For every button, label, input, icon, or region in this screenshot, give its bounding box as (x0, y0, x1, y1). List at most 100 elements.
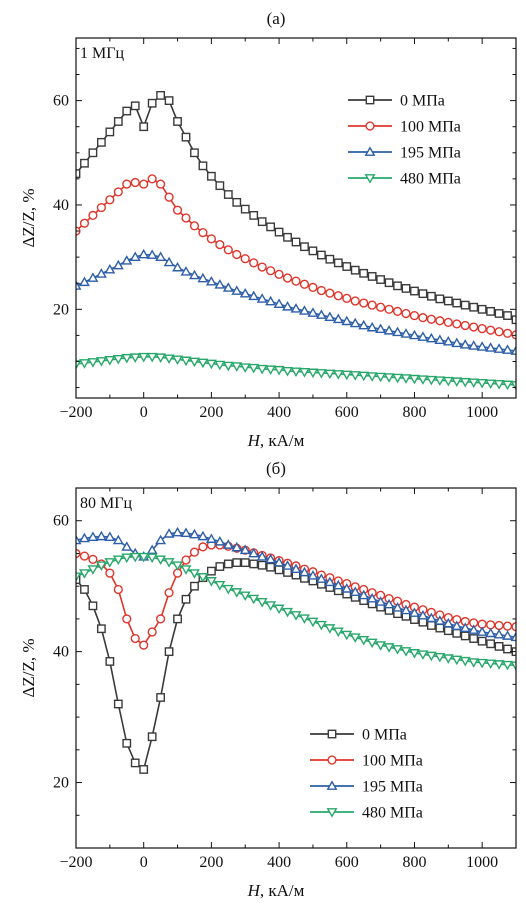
data-point (164, 192, 174, 202)
data-point (87, 531, 99, 541)
data-point (409, 607, 420, 617)
data-point (400, 374, 412, 384)
data-point (248, 594, 260, 605)
x-axis-title: H, кА/м (247, 881, 305, 900)
y-tick-label: 20 (53, 775, 69, 792)
data-point (95, 357, 107, 367)
data-point (198, 228, 208, 238)
data-point (376, 275, 386, 284)
data-point (172, 261, 183, 272)
data-point (367, 300, 377, 310)
data-point (493, 343, 505, 353)
data-point (96, 137, 106, 147)
data-point (96, 624, 106, 634)
data-point (112, 534, 124, 545)
data-point (486, 325, 496, 335)
data-point (367, 272, 377, 281)
chart-panel-b: (б) −200 0 200 400 600 800 1000 20 40 60 H, кА/м ΔZ/… (19, 459, 517, 900)
data-point (460, 300, 470, 310)
data-point (452, 319, 462, 329)
data-point (325, 254, 335, 264)
data-point (156, 693, 166, 702)
x-tick-label: 600 (335, 404, 359, 421)
data-point (129, 251, 141, 262)
data-point (375, 372, 387, 383)
data-point (442, 654, 454, 664)
data-point (274, 227, 284, 237)
data-point (214, 580, 226, 591)
data-point (282, 301, 293, 311)
data-point (239, 287, 251, 298)
data-point (88, 148, 98, 158)
data-point (205, 359, 217, 370)
legend-marker (327, 755, 337, 765)
chart-panel-a: (a) −200 0 200 400 600 800 1000 20 40 60 H, кА/м ΔZ/… (19, 9, 517, 450)
x-tick-label: 200 (199, 404, 223, 421)
data-point (486, 306, 496, 316)
data-point (190, 581, 199, 591)
data-point (469, 302, 479, 312)
data-point (477, 324, 487, 334)
data-point (282, 366, 293, 377)
data-point (510, 661, 516, 672)
data-point (181, 213, 191, 223)
data-point (198, 542, 208, 552)
data-point (214, 360, 226, 371)
data-point (88, 601, 98, 611)
data-point (392, 326, 403, 337)
data-point (283, 568, 292, 577)
data-point (139, 122, 149, 132)
data-point (104, 356, 116, 366)
y-tick-label: 60 (53, 513, 69, 530)
data-point (299, 279, 310, 289)
data-point (434, 376, 446, 386)
data-point (503, 311, 512, 320)
data-point (359, 268, 369, 278)
data-point (129, 552, 141, 563)
data-point (76, 572, 82, 583)
legend: 0 МПа 100 МПа 195 МПа 480 МПа (348, 93, 461, 188)
data-point (452, 298, 462, 308)
legend-label: 480 МПа (362, 805, 423, 822)
data-point (105, 568, 115, 578)
data-point (222, 539, 234, 549)
data-point (163, 558, 175, 568)
panel-label: (a) (267, 9, 286, 28)
data-point (205, 533, 217, 543)
data-point (417, 331, 429, 341)
data-point (256, 551, 268, 561)
data-point (476, 626, 488, 636)
data-point (215, 181, 225, 191)
data-point (425, 375, 437, 386)
data-point (426, 291, 436, 301)
data-point (418, 313, 428, 323)
data-point (214, 536, 226, 546)
y-tick-label: 20 (53, 301, 69, 318)
y-tick-label: 40 (53, 197, 69, 214)
data-point (290, 367, 302, 378)
data-point (206, 566, 216, 576)
data-point (485, 659, 497, 670)
legend-marker (364, 146, 376, 156)
data-point (468, 340, 480, 350)
data-point (215, 240, 225, 250)
legend-marker (365, 121, 375, 131)
data-point (197, 272, 209, 283)
data-point (163, 528, 175, 538)
data-point (383, 325, 395, 335)
legend-label: 480 МПа (400, 171, 461, 188)
data-point (222, 282, 234, 292)
data-point (130, 177, 140, 188)
data-point (198, 161, 208, 171)
legend: 0 МПа 100 МПа 195 МПа 480 МПа (310, 727, 423, 822)
data-point (266, 562, 276, 572)
data-point (197, 358, 209, 369)
data-point (232, 197, 242, 207)
data-point (121, 255, 133, 265)
data-point (206, 171, 216, 181)
x-tick-label: 1000 (466, 854, 498, 871)
data-point (494, 620, 504, 631)
data-point (435, 294, 445, 304)
data-point (349, 586, 361, 596)
